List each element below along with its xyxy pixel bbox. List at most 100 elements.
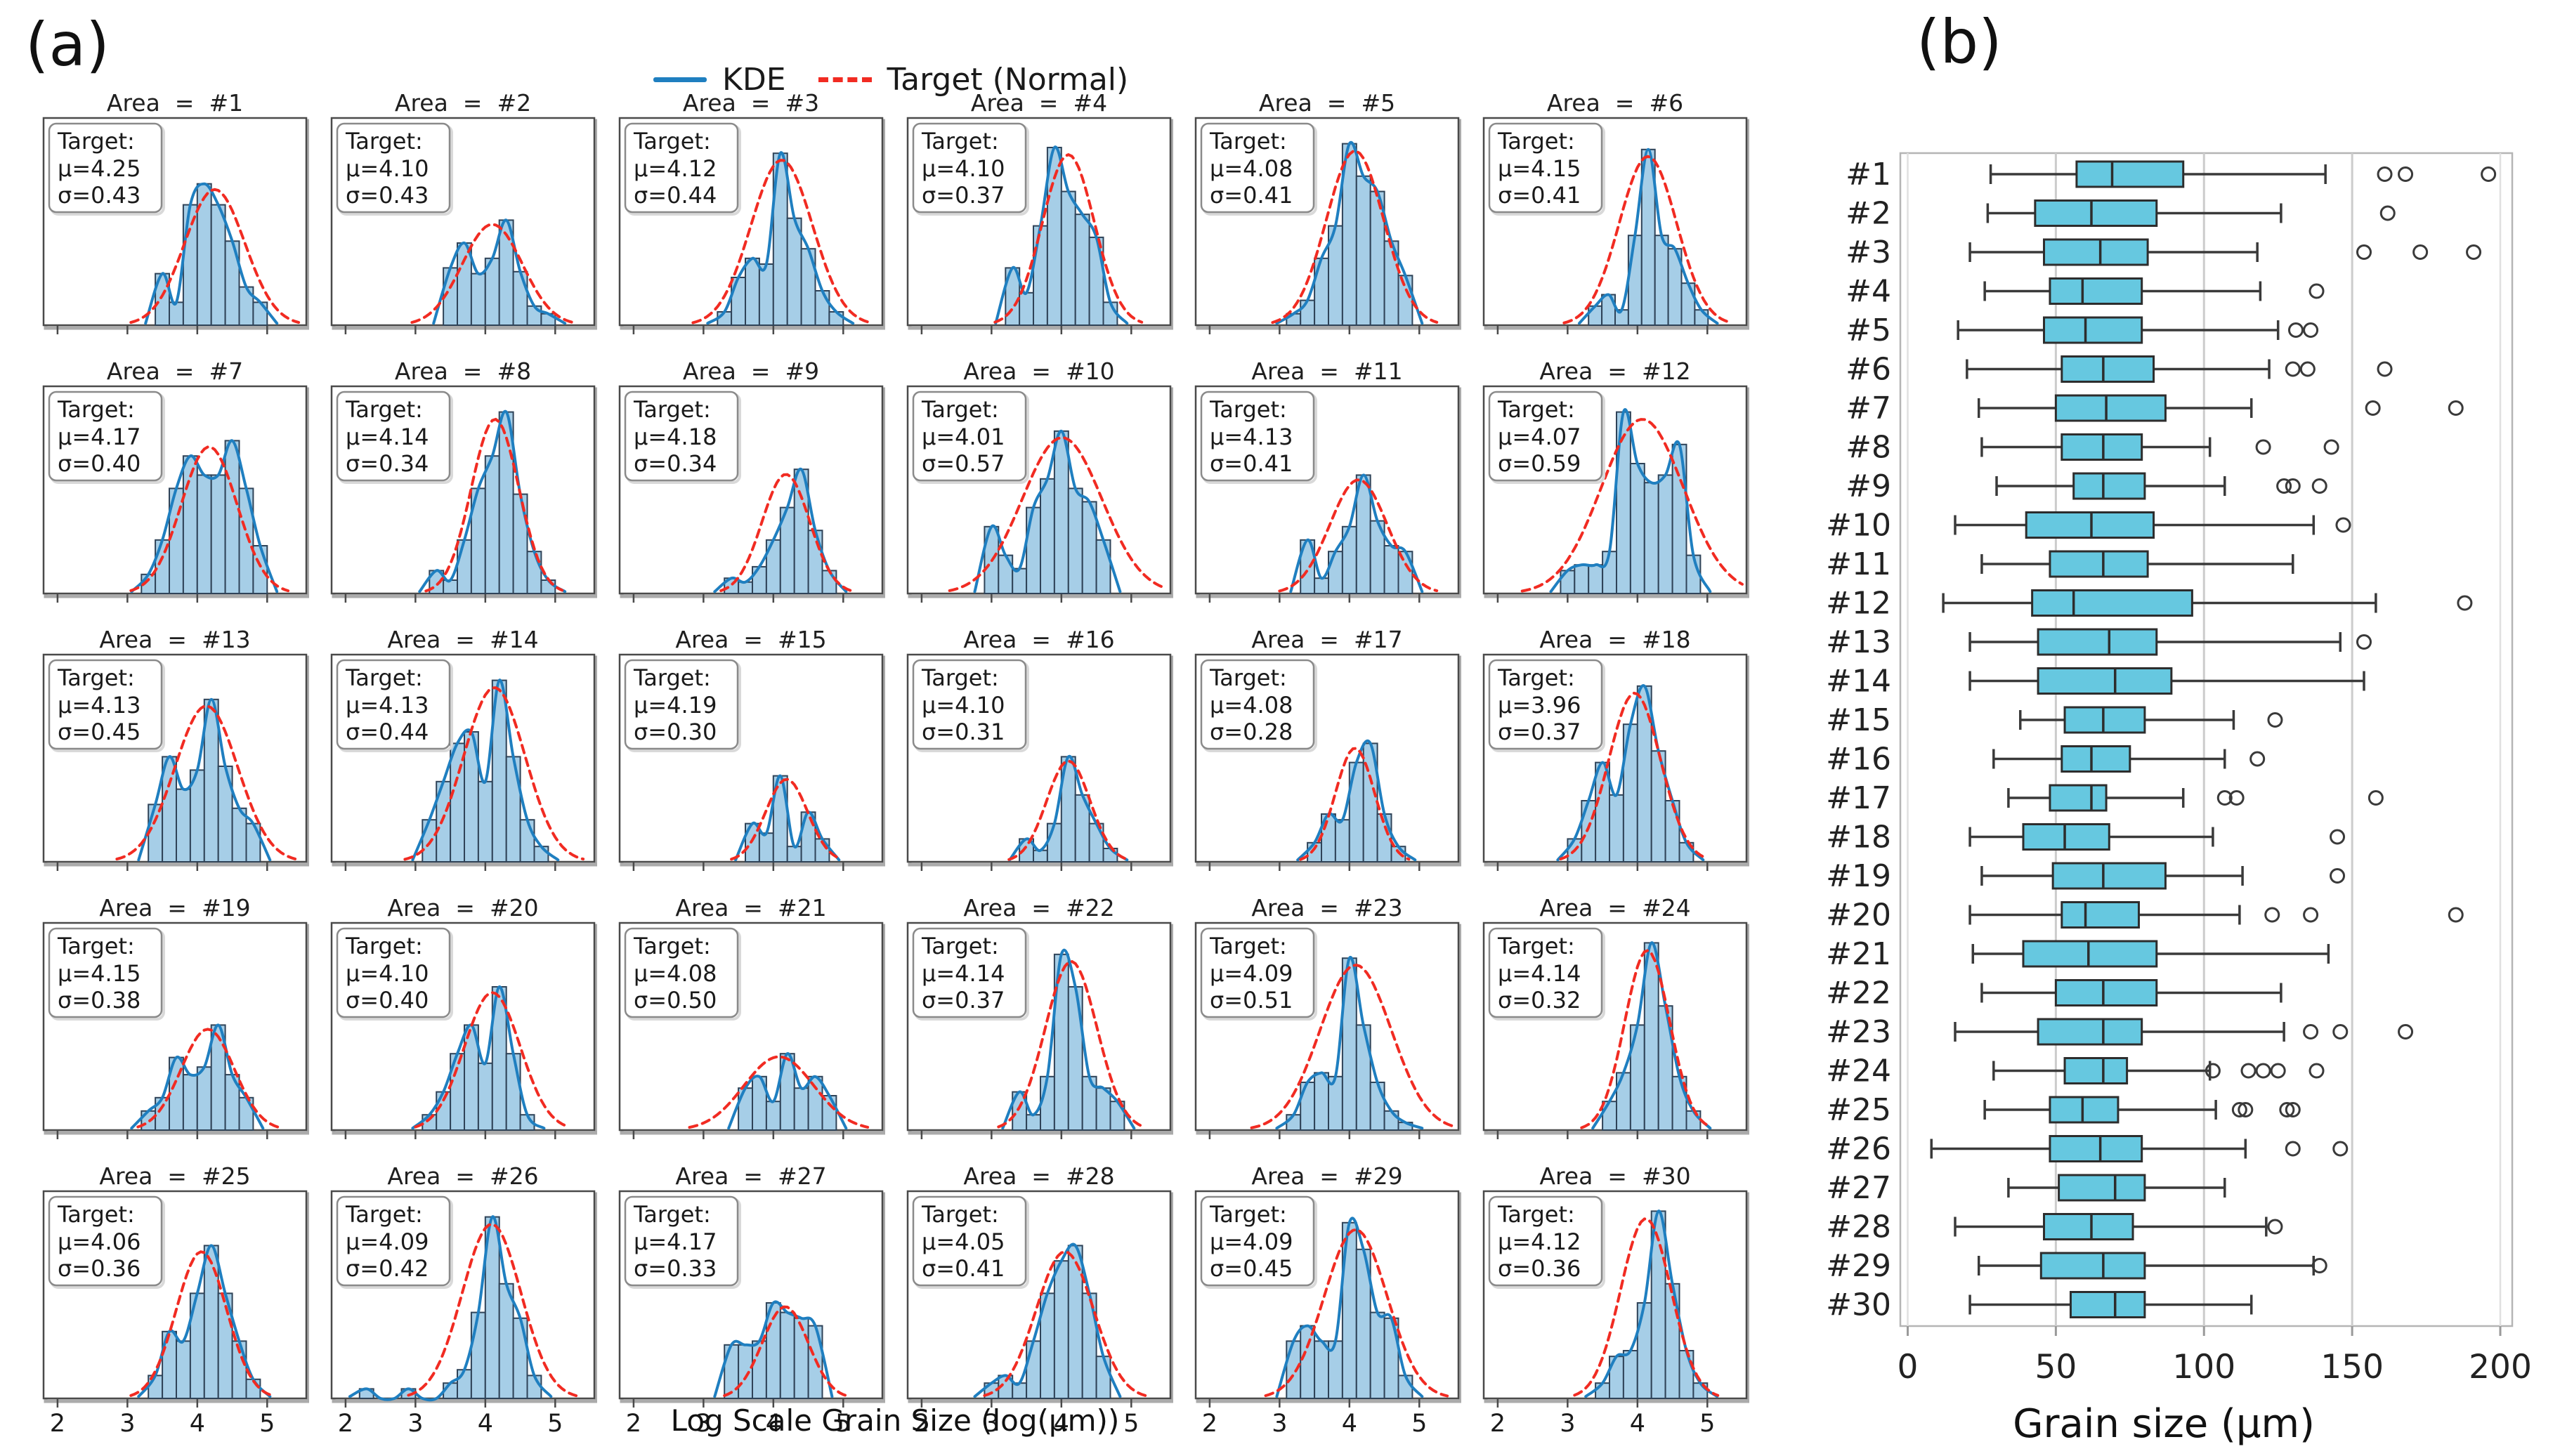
subplot-title: Area = #28 xyxy=(963,1162,1115,1190)
subplot-canvas: Target:μ=4.01σ=0.57 xyxy=(906,385,1175,603)
box-row-label: #12 xyxy=(1826,586,1891,622)
annotation-mu-value: μ=4.13 xyxy=(58,692,141,719)
annotation-mu-value: μ=4.17 xyxy=(58,424,141,450)
box-row-label: #20 xyxy=(1826,898,1891,933)
target-normal-curve xyxy=(129,1250,273,1397)
b-x-tick-label: 150 xyxy=(2320,1348,2384,1386)
outlier-point xyxy=(2330,829,2346,845)
annotation-mu-value: μ=4.14 xyxy=(922,960,1005,987)
annotation-mu-value: μ=4.09 xyxy=(1210,960,1293,987)
box-row-3: #3 xyxy=(1846,235,2482,270)
subplot-canvas: Target:μ=4.17σ=0.40 xyxy=(42,385,311,603)
target-annotation-box xyxy=(624,391,739,482)
histogram-subplot-5: Area = #5 Target: μ=4.08 σ=0.41 xyxy=(1193,90,1463,340)
histogram-subplot-25: Area = #25 Target: μ=4.06 σ=0.36 2 3 4 5 xyxy=(41,1162,311,1440)
box-row-6: #6 xyxy=(1846,352,2393,388)
x-tick-label: 5 xyxy=(259,1410,275,1437)
outlier-point xyxy=(2216,790,2233,806)
x-tick-label: 2 xyxy=(1202,1410,1217,1437)
box-row-label: #22 xyxy=(1826,976,1891,1011)
subplot-title: Area = #16 xyxy=(963,626,1115,653)
subplot-title: Area = #11 xyxy=(1251,358,1403,385)
target-annotation-box xyxy=(912,122,1027,214)
histogram-subplot-30: Area = #30 Target: μ=4.12 σ=0.36 2 3 4 5 xyxy=(1481,1163,1751,1440)
outlier-point xyxy=(2205,1063,2221,1079)
annotation-mu-value: μ=4.01 xyxy=(922,424,1005,450)
annotation-target-title: Target: xyxy=(57,396,135,423)
x-tick-label: 3 xyxy=(1272,1410,1287,1437)
annotation-mu-value: μ=4.19 xyxy=(634,692,717,719)
histogram-subplot-6: Area = #6 Target: μ=4.15 σ=0.41 xyxy=(1481,90,1751,340)
kde-curve xyxy=(1275,1216,1424,1398)
target-normal-curve xyxy=(1278,478,1439,593)
subplot-title: Area = #9 xyxy=(682,358,820,385)
subplot-title: Area = #21 xyxy=(675,894,827,922)
subplot-title: Area = #25 xyxy=(99,1162,251,1190)
annotation-sigma-value: σ=0.32 xyxy=(1498,987,1581,1014)
histogram-subplot-10: Area = #10 Target: μ=4.01 σ=0.57 xyxy=(905,358,1175,608)
annotation-mu-value: μ=4.10 xyxy=(346,960,429,987)
kde-curve xyxy=(713,1300,834,1398)
annotation-sigma-value: σ=0.40 xyxy=(58,450,141,477)
target-normal-curve xyxy=(403,686,585,861)
annotation-sigma-value: σ=0.30 xyxy=(634,719,717,745)
annotation-sigma-value: σ=0.41 xyxy=(1210,182,1293,209)
box-row-label: #18 xyxy=(1826,820,1891,855)
annotation-mu-value: μ=4.10 xyxy=(922,155,1005,182)
subplot-canvas: Target:μ=4.10σ=0.43 xyxy=(330,117,599,334)
panel-b-xlabel: Grain size (μm) xyxy=(2013,1401,2315,1447)
box-row-label: #8 xyxy=(1846,430,1891,466)
target-annotation-box xyxy=(48,659,163,750)
target-normal-curve xyxy=(1250,963,1456,1129)
b-x-tick-label: 50 xyxy=(2035,1348,2077,1386)
histogram-subplot-26: Area = #26 Target: μ=4.09 σ=0.42 2 3 4 5 xyxy=(329,1162,599,1440)
histogram-subplot-14: Area = #14 Target: μ=4.13 σ=0.44 xyxy=(329,627,599,877)
x-tick-label: 3 xyxy=(407,1410,423,1437)
outlier-point xyxy=(2249,751,2266,767)
box-row-7: #7 xyxy=(1846,391,2464,426)
annotation-sigma-value: σ=0.38 xyxy=(58,987,141,1014)
box-row-18: #18 xyxy=(1826,820,2346,855)
box-row-label: #21 xyxy=(1826,936,1891,972)
target-normal-curve xyxy=(424,417,564,593)
outlier-point xyxy=(2303,907,2319,923)
annotation-sigma-value: σ=0.42 xyxy=(346,1255,429,1282)
outlier-point xyxy=(2379,205,2396,221)
subplot-canvas: Target:μ=4.18σ=0.34 xyxy=(618,385,887,603)
subplot-title: Area = #8 xyxy=(394,358,532,385)
target-annotation-box xyxy=(624,1195,739,1287)
subplot-title: Area = #26 xyxy=(387,1162,539,1190)
outlier-point xyxy=(2377,166,2393,182)
annotation-mu-value: μ=4.15 xyxy=(1498,155,1581,182)
annotation-mu-value: μ=4.25 xyxy=(58,155,141,182)
annotation-mu-value: μ=4.09 xyxy=(1210,1228,1293,1255)
annotation-sigma-value: σ=0.28 xyxy=(1210,719,1293,745)
subplot-canvas: Target:μ=4.14σ=0.32 xyxy=(1482,922,1751,1139)
box-row-12: #12 xyxy=(1826,586,2473,622)
x-tick-label: 3 xyxy=(119,1410,135,1437)
annotation-target-title: Target: xyxy=(1209,1201,1287,1228)
subplot-title: Area = #13 xyxy=(99,626,251,653)
annotation-mu-value: μ=4.08 xyxy=(1210,692,1293,719)
outlier-point xyxy=(2356,634,2372,650)
panel-a-label: (a) xyxy=(25,10,110,80)
annotation-target-title: Target: xyxy=(633,128,711,155)
boxplot-canvas: #1#2#3#4#5#6#7#8#9#10#11#12#13#14#15#16#… xyxy=(1826,152,2532,1386)
annotation-target-title: Target: xyxy=(1209,396,1287,423)
target-annotation-box xyxy=(1200,927,1315,1018)
outlier-point xyxy=(2285,1102,2301,1117)
subplot-canvas: Target:μ=4.17σ=0.33 2 3 4 5 xyxy=(618,1190,887,1438)
histogram-subplot-12: Area = #12 Target: μ=4.07 σ=0.59 xyxy=(1481,358,1751,608)
annotation-target-title: Target: xyxy=(921,664,999,691)
box-row-13: #13 xyxy=(1826,624,2372,660)
outlier-point xyxy=(2398,1024,2414,1039)
subplot-canvas: Target:μ=4.05σ=0.41 2 3 4 5 xyxy=(906,1190,1175,1438)
box-row-label: #14 xyxy=(1826,664,1891,700)
box-row-25: #25 xyxy=(1826,1092,2301,1128)
box-row-9: #9 xyxy=(1846,468,2327,504)
kde-curve xyxy=(411,985,546,1130)
subplot-canvas: Target:μ=4.08σ=0.50 xyxy=(618,922,887,1139)
annotation-sigma-value: σ=0.41 xyxy=(1210,450,1293,477)
histogram-subplot-7: Area = #7 Target: μ=4.17 σ=0.40 xyxy=(41,358,311,608)
annotation-sigma-value: σ=0.51 xyxy=(1210,987,1293,1014)
